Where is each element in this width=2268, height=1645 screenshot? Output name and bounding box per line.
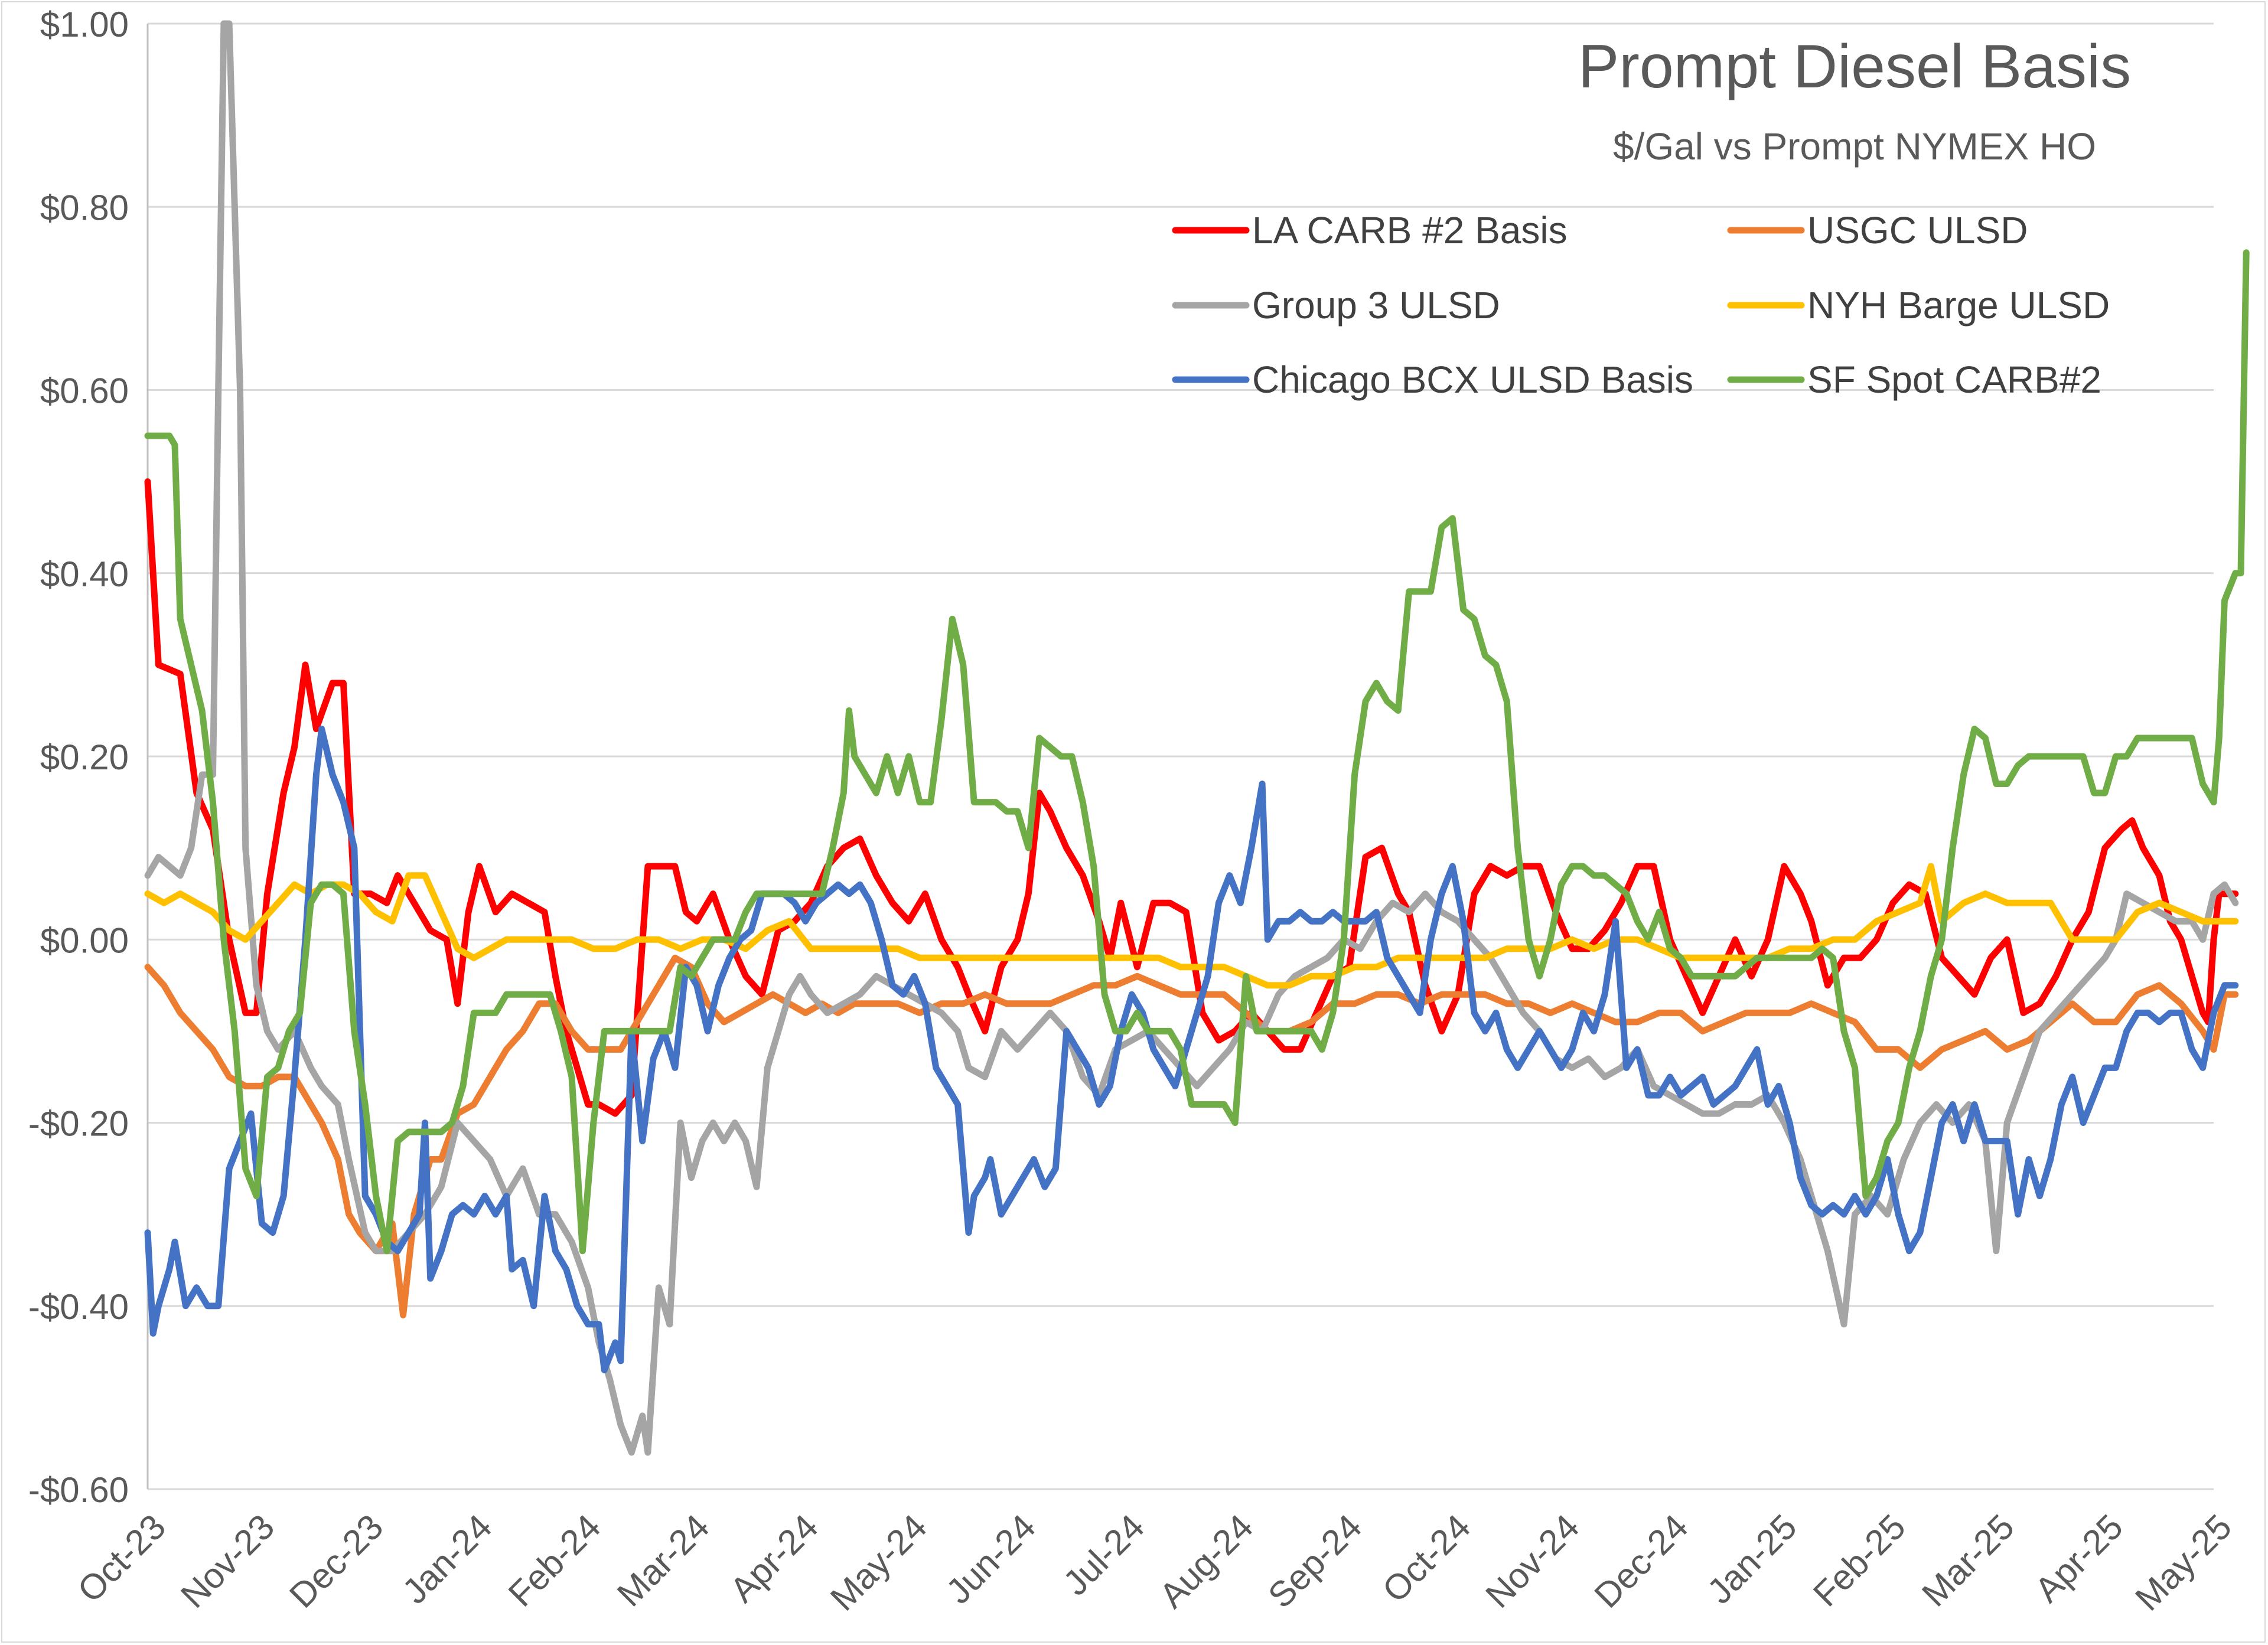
x-tick-label: Apr-24 xyxy=(722,1507,826,1610)
series-line-5 xyxy=(144,726,2239,1373)
y-tick-label: -$0.40 xyxy=(28,1287,129,1327)
x-tick-label: Feb-25 xyxy=(1806,1507,1913,1614)
title-block: Prompt Diesel Basis $/Gal vs Prompt NYME… xyxy=(1578,32,2131,168)
y-tick-label: $0.00 xyxy=(40,921,129,960)
x-tick-label: Nov-24 xyxy=(1478,1507,1586,1615)
legend-label: NYH Barge ULSD xyxy=(1807,284,2110,327)
legend: LA CARB #2 Basis USGC ULSD Group 3 ULSD NYH… xyxy=(1172,209,2110,401)
x-tick-label: Dec-24 xyxy=(1587,1507,1696,1615)
legend-label: Group 3 ULSD xyxy=(1252,284,1500,327)
x-tick-label: Aug-24 xyxy=(1152,1507,1260,1615)
x-tick-label: Nov-23 xyxy=(173,1507,282,1615)
x-tick-label: May-24 xyxy=(823,1507,934,1618)
series-line-6 xyxy=(144,249,2250,1255)
legend-label: SF Spot CARB#2 xyxy=(1807,358,2101,401)
x-tick-label: Oct-23 xyxy=(70,1507,173,1610)
legend-label: LA CARB #2 Basis xyxy=(1252,209,1568,252)
x-tick-label: Sep-24 xyxy=(1260,1507,1369,1615)
series-line-4 xyxy=(144,863,2239,989)
series-lines xyxy=(144,20,2250,1456)
series-line-1 xyxy=(144,478,2239,1117)
x-tick-label: May-25 xyxy=(2127,1507,2239,1618)
x-tick-label: Oct-24 xyxy=(1375,1507,1478,1610)
y-tick-label: $0.80 xyxy=(40,188,129,227)
chart-title: Prompt Diesel Basis xyxy=(1578,32,2131,101)
legend-label: Chicago BCX ULSD Basis xyxy=(1252,358,1693,401)
x-tick-label: Jan-25 xyxy=(1700,1507,1804,1611)
y-tick-label: -$0.60 xyxy=(28,1470,129,1510)
x-tick-label: Mar-24 xyxy=(610,1507,717,1614)
legend-label: USGC ULSD xyxy=(1807,209,2028,252)
x-tick-label: Feb-24 xyxy=(501,1507,608,1614)
y-tick-label: $0.40 xyxy=(40,554,129,594)
x-tick-label: Jul-24 xyxy=(1055,1507,1152,1603)
gridlines xyxy=(148,22,2214,1490)
chart-subtitle: $/Gal vs Prompt NYMEX HO xyxy=(1613,125,2096,168)
y-tick-label: $1.00 xyxy=(40,5,129,44)
y-tick-label: $0.20 xyxy=(40,737,129,777)
y-tick-label: $0.60 xyxy=(40,371,129,411)
x-tick-label: Dec-23 xyxy=(282,1507,390,1615)
x-tick-label: Apr-25 xyxy=(2027,1507,2130,1610)
x-tick-label: Jan-24 xyxy=(395,1507,499,1611)
x-tick-label: Jun-24 xyxy=(939,1507,1043,1611)
y-tick-label: -$0.20 xyxy=(28,1104,129,1144)
x-tick-label: Mar-25 xyxy=(1914,1507,2022,1614)
